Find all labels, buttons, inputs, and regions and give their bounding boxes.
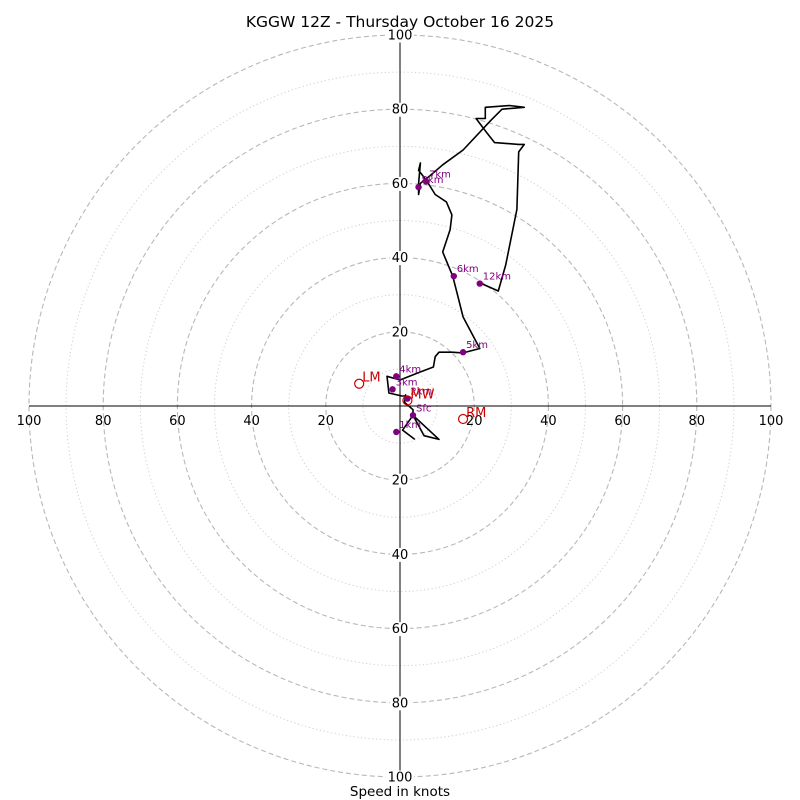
tick-label-background (390, 325, 410, 340)
tick-label-background (390, 696, 410, 711)
motion-label: LM (362, 371, 380, 386)
height-point (409, 412, 417, 419)
height-label: 1km (399, 420, 421, 431)
x-tick-label: 100 (17, 414, 42, 429)
height-point (459, 349, 467, 356)
tick-label-background (390, 176, 410, 191)
height-label: 2km (410, 387, 432, 398)
y-tick-label: 20 (392, 325, 409, 340)
y-tick-label: 60 (392, 177, 409, 192)
tick-label-background (390, 102, 410, 117)
height-point (415, 183, 422, 191)
tick-label-background (386, 28, 414, 43)
tick-label-background (390, 622, 410, 637)
y-tick-label: 40 (392, 548, 409, 563)
tick-label-background (390, 473, 410, 488)
x-tick-label: 40 (540, 414, 557, 429)
height-point (450, 272, 457, 280)
y-tick-label: 100 (388, 771, 413, 786)
motion-marker (402, 395, 413, 406)
height-label: 6km (457, 264, 479, 275)
x-tick-label: 80 (95, 414, 112, 429)
y-tick-label: 40 (392, 251, 409, 266)
tick-labels: 20 20 20 20 40 40 40 40 60 60 60 60 80 80 80 80 100 100 10… (17, 28, 784, 786)
x-tick-label: 100 (759, 414, 784, 429)
height-label: 5km (466, 340, 488, 351)
y-tick-label: 80 (392, 103, 409, 118)
storm-motion-markers: LM RM MW (354, 371, 486, 425)
height-point (404, 395, 411, 402)
y-tick-label: 20 (392, 474, 409, 489)
height-point (389, 386, 396, 393)
height-label: Sfc (416, 403, 431, 414)
motion-marker (354, 378, 365, 389)
x-tick-label: 40 (243, 414, 260, 429)
height-label: 7km (429, 170, 451, 181)
y-tick-label: 60 (392, 622, 409, 637)
height-point (422, 178, 430, 185)
tick-label-background (386, 770, 414, 785)
height-point (393, 373, 400, 380)
height-label: 12km (483, 272, 511, 283)
x-tick-label: 20 (318, 414, 335, 429)
tick-label-background (390, 547, 410, 562)
x-axis-label: Speed in knots (350, 784, 450, 800)
x-tick-label: 80 (689, 414, 706, 429)
height-point (393, 428, 400, 436)
motion-marker (457, 413, 469, 425)
height-label: 3km (396, 377, 418, 388)
height-label: 4km (399, 364, 421, 375)
y-tick-label: 80 (392, 696, 409, 711)
x-tick-label: 20 (466, 414, 483, 429)
motion-label: MW (410, 387, 434, 402)
axes (29, 35, 771, 777)
tick-label-background (390, 251, 410, 266)
chart-title: KGGW 12Z - Thursday October 16 2025 (246, 13, 554, 31)
motion-label: RM (466, 406, 486, 421)
height-point (476, 280, 483, 287)
x-tick-label: 60 (169, 414, 186, 429)
x-tick-label: 60 (614, 414, 631, 429)
height-label: 8km (422, 175, 444, 186)
y-tick-label: 100 (388, 29, 413, 44)
